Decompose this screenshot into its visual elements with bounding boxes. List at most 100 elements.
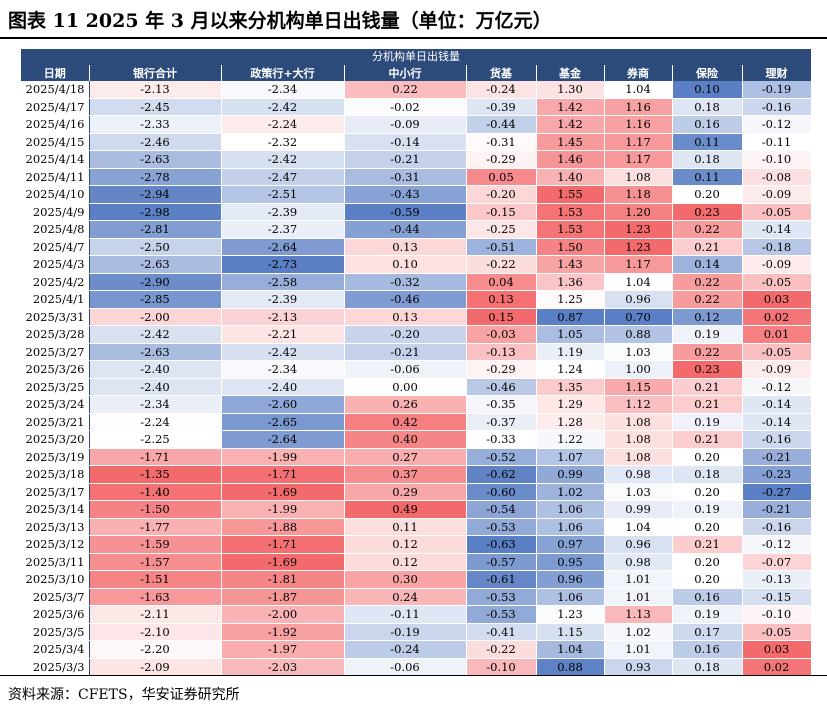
value-cell: 1.17: [604, 133, 673, 151]
value-cell: 1.55: [536, 185, 605, 204]
value-cell: -0.59: [344, 203, 467, 221]
value-cell: -2.09: [89, 658, 222, 676]
value-cell: 1.06: [536, 500, 605, 519]
value-cell: 0.17: [672, 623, 743, 641]
table-banner: 分机构单日出钱量: [21, 49, 811, 65]
value-cell: -2.46: [89, 133, 222, 151]
value-cell: -2.40: [221, 378, 345, 396]
date-cell: 2025/4/3: [21, 255, 90, 274]
value-cell: -2.11: [89, 605, 222, 624]
value-cell: 0.00: [344, 378, 467, 396]
value-cell: -1.99: [221, 448, 345, 466]
value-cell: -2.42: [89, 325, 222, 344]
value-cell: -0.25: [466, 220, 537, 239]
value-cell: -0.60: [466, 483, 537, 501]
value-cell: -2.10: [89, 623, 222, 641]
table-body: 2025/4/18 -2.13 -2.34 0.22 -0.24 1.30 1.04 0.10…: [21, 81, 812, 676]
header-row: 日期 银行合计 政策行+大行 中小行 货基 基金 券商 保险 理财: [21, 65, 812, 81]
value-cell: -2.42: [221, 343, 345, 361]
value-cell: -1.51: [89, 570, 222, 589]
value-cell: -0.21: [742, 500, 812, 519]
value-cell: 0.10: [344, 255, 467, 274]
value-cell: 0.99: [604, 500, 673, 519]
value-cell: 0.99: [536, 465, 605, 484]
date-cell: 2025/3/14: [21, 500, 90, 519]
value-cell: -0.32: [344, 273, 467, 291]
data-table-container: 分机构单日出钱量 日期 银行合计 政策行+大行 中小行 货基 基金 券商 保险 理财 2025/…: [21, 49, 812, 676]
date-cell: 2025/4/11: [21, 168, 90, 186]
value-cell: -0.29: [466, 360, 537, 379]
data-table: 日期 银行合计 政策行+大行 中小行 货基 基金 券商 保险 理财 2025/4/18 -2.13…: [21, 65, 812, 676]
value-cell: 1.36: [536, 273, 605, 291]
value-cell: -2.40: [89, 360, 222, 379]
value-cell: 0.23: [672, 360, 743, 379]
value-cell: 1.17: [604, 150, 673, 169]
value-cell: 1.15: [604, 378, 673, 396]
value-cell: 1.03: [604, 343, 673, 361]
table-row: 2025/3/12 -1.59 -1.71 0.12 -0.63 0.97 0.96 0.21…: [21, 535, 812, 554]
value-cell: 1.01: [604, 640, 673, 659]
value-cell: 1.08: [604, 168, 673, 186]
value-cell: -0.14: [742, 220, 812, 239]
value-cell: -2.03: [221, 658, 345, 676]
value-cell: -1.77: [89, 518, 222, 536]
table-row: 2025/3/11 -1.57 -1.69 0.12 -0.57 0.95 0.98 0.20…: [21, 553, 812, 571]
value-cell: 0.49: [344, 500, 467, 519]
table-row: 2025/3/10 -1.51 -1.81 0.30 -0.61 0.96 1.01 0.20…: [21, 570, 812, 589]
value-cell: 1.24: [536, 360, 605, 379]
value-cell: 1.35: [536, 378, 605, 396]
value-cell: -0.44: [344, 220, 467, 239]
table-row: 2025/4/18 -2.13 -2.34 0.22 -0.24 1.30 1.04 0.10…: [21, 81, 812, 99]
value-cell: 0.26: [344, 395, 467, 414]
value-cell: 1.43: [536, 255, 605, 274]
value-cell: -0.62: [466, 465, 537, 484]
value-cell: -0.61: [466, 570, 537, 589]
date-cell: 2025/4/18: [21, 81, 90, 99]
value-cell: -0.46: [344, 290, 467, 309]
value-cell: -1.87: [221, 588, 345, 606]
value-cell: -2.47: [221, 168, 345, 186]
date-cell: 2025/3/20: [21, 430, 90, 449]
value-cell: -0.03: [466, 325, 537, 344]
table-row: 2025/3/5 -2.10 -1.92 -0.19 -0.41 1.15 1.02 0.17…: [21, 623, 812, 641]
value-cell: 1.01: [604, 570, 673, 589]
table-row: 2025/3/14 -1.50 -1.99 0.49 -0.54 1.06 0.99 0.19…: [21, 500, 812, 519]
date-cell: 2025/4/2: [21, 273, 90, 291]
value-cell: 0.02: [742, 658, 812, 676]
footer-rule: [0, 675, 827, 676]
value-cell: -2.24: [89, 413, 222, 431]
value-cell: -2.60: [221, 395, 345, 414]
column-header: 政策行+大行: [221, 65, 345, 81]
column-header: 理财: [742, 65, 812, 81]
date-cell: 2025/3/11: [21, 553, 90, 571]
value-cell: -2.32: [221, 133, 345, 151]
value-cell: 0.13: [466, 290, 537, 309]
value-cell: 0.87: [536, 308, 605, 326]
value-cell: 0.22: [672, 343, 743, 361]
date-cell: 2025/3/12: [21, 535, 90, 554]
table-row: 2025/4/16 -2.33 -2.24 -0.09 -0.44 1.42 1.16 0.1…: [21, 115, 812, 134]
value-cell: 1.07: [536, 448, 605, 466]
table-row: 2025/4/15 -2.46 -2.32 -0.14 -0.31 1.45 1.17 0.1…: [21, 133, 812, 151]
table-row: 2025/3/31 -2.00 -2.13 0.13 0.15 0.87 0.70 0.12 0…: [21, 308, 812, 326]
value-cell: -0.10: [466, 658, 537, 676]
value-cell: -0.22: [466, 640, 537, 659]
value-cell: 0.13: [344, 308, 467, 326]
value-cell: 1.16: [604, 98, 673, 116]
title-rule: [0, 37, 827, 39]
table-row: 2025/3/20 -2.25 -2.64 0.40 -0.33 1.22 1.08 0.21…: [21, 430, 812, 449]
value-cell: 0.15: [466, 308, 537, 326]
value-cell: 0.04: [466, 273, 537, 291]
value-cell: -2.21: [221, 325, 345, 344]
date-cell: 2025/4/17: [21, 98, 90, 116]
value-cell: 1.50: [536, 238, 605, 256]
value-cell: -1.71: [221, 535, 345, 554]
table-row: 2025/3/7 -1.63 -1.87 0.24 -0.53 1.06 1.01 0.16-…: [21, 588, 812, 606]
value-cell: -0.14: [742, 395, 812, 414]
value-cell: 0.14: [672, 255, 743, 274]
date-cell: 2025/3/6: [21, 605, 90, 624]
value-cell: 0.13: [344, 238, 467, 256]
table-row: 2025/4/8 -2.81 -2.37 -0.44 -0.25 1.53 1.23 0.22…: [21, 220, 812, 239]
value-cell: 0.18: [672, 150, 743, 169]
value-cell: -2.20: [89, 640, 222, 659]
